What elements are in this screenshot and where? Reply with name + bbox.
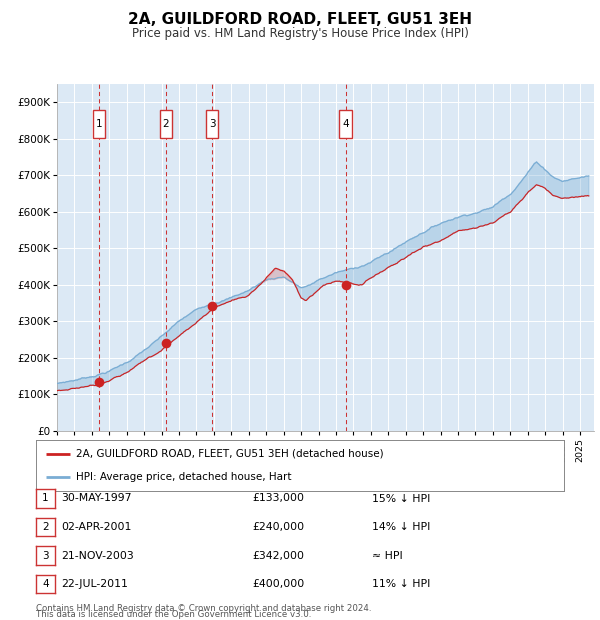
Text: 2: 2 — [42, 522, 49, 532]
Text: This data is licensed under the Open Government Licence v3.0.: This data is licensed under the Open Gov… — [36, 609, 311, 619]
Text: Price paid vs. HM Land Registry's House Price Index (HPI): Price paid vs. HM Land Registry's House … — [131, 27, 469, 40]
Text: 4: 4 — [342, 119, 349, 129]
Text: £240,000: £240,000 — [252, 522, 304, 532]
Text: 2A, GUILDFORD ROAD, FLEET, GU51 3EH: 2A, GUILDFORD ROAD, FLEET, GU51 3EH — [128, 12, 472, 27]
FancyBboxPatch shape — [93, 110, 105, 138]
Text: 1: 1 — [96, 119, 103, 129]
Text: 3: 3 — [209, 119, 215, 129]
Text: £400,000: £400,000 — [252, 579, 304, 589]
Text: 3: 3 — [42, 551, 49, 560]
Text: 30-MAY-1997: 30-MAY-1997 — [61, 494, 132, 503]
Text: 21-NOV-2003: 21-NOV-2003 — [61, 551, 134, 560]
Text: 4: 4 — [42, 579, 49, 589]
Text: Contains HM Land Registry data © Crown copyright and database right 2024.: Contains HM Land Registry data © Crown c… — [36, 603, 371, 613]
Text: 15% ↓ HPI: 15% ↓ HPI — [372, 494, 430, 503]
Text: 14% ↓ HPI: 14% ↓ HPI — [372, 522, 430, 532]
Text: 1: 1 — [42, 494, 49, 503]
Text: 2: 2 — [163, 119, 169, 129]
Text: 22-JUL-2011: 22-JUL-2011 — [61, 579, 128, 589]
FancyBboxPatch shape — [206, 110, 218, 138]
Text: 11% ↓ HPI: 11% ↓ HPI — [372, 579, 430, 589]
Text: 2A, GUILDFORD ROAD, FLEET, GU51 3EH (detached house): 2A, GUILDFORD ROAD, FLEET, GU51 3EH (det… — [76, 449, 383, 459]
Text: HPI: Average price, detached house, Hart: HPI: Average price, detached house, Hart — [76, 472, 291, 482]
Text: 02-APR-2001: 02-APR-2001 — [61, 522, 131, 532]
FancyBboxPatch shape — [160, 110, 172, 138]
Text: ≈ HPI: ≈ HPI — [372, 551, 403, 560]
Text: £342,000: £342,000 — [252, 551, 304, 560]
FancyBboxPatch shape — [340, 110, 352, 138]
Text: £133,000: £133,000 — [252, 494, 304, 503]
